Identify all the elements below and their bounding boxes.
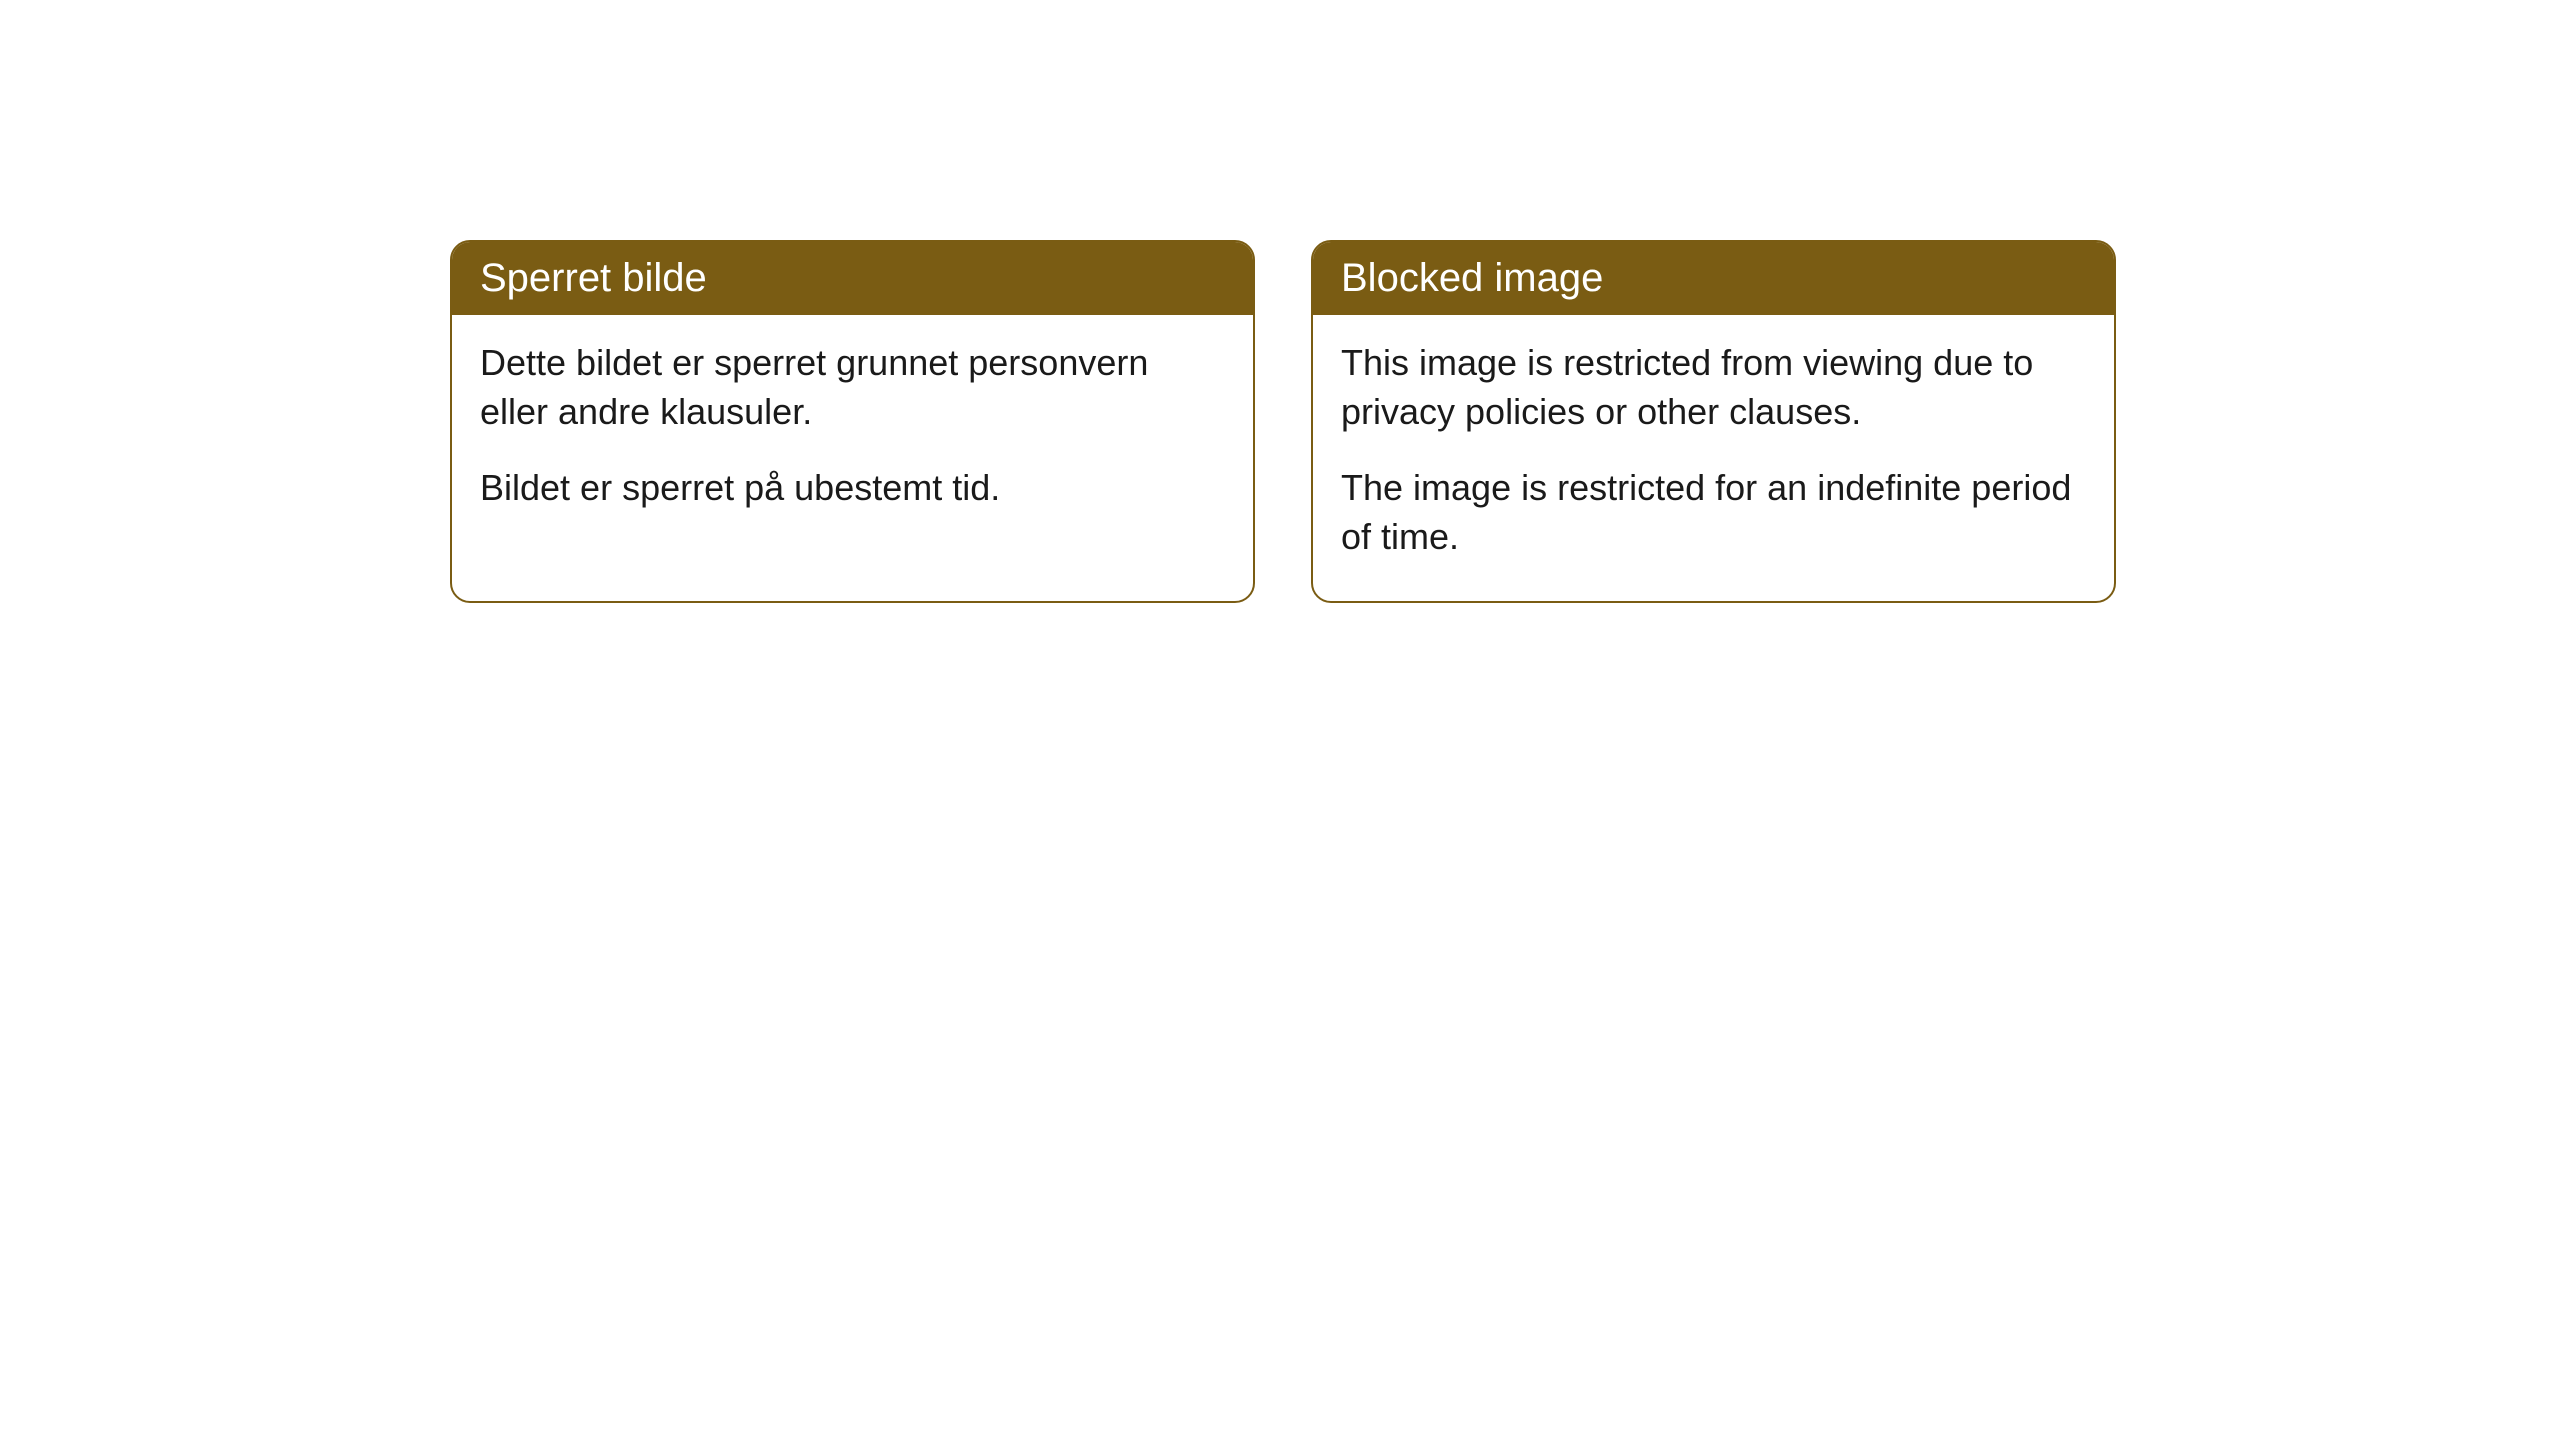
notice-cards-container: Sperret bilde Dette bildet er sperret gr… bbox=[450, 240, 2116, 603]
card-title: Blocked image bbox=[1341, 256, 1603, 300]
card-header-english: Blocked image bbox=[1313, 242, 2114, 315]
card-paragraph: Bildet er sperret på ubestemt tid. bbox=[480, 464, 1225, 513]
card-title: Sperret bilde bbox=[480, 256, 707, 300]
card-body-english: This image is restricted from viewing du… bbox=[1313, 315, 2114, 601]
card-paragraph: This image is restricted from viewing du… bbox=[1341, 339, 2086, 436]
card-header-norwegian: Sperret bilde bbox=[452, 242, 1253, 315]
notice-card-norwegian: Sperret bilde Dette bildet er sperret gr… bbox=[450, 240, 1255, 603]
card-body-norwegian: Dette bildet er sperret grunnet personve… bbox=[452, 315, 1253, 553]
card-paragraph: Dette bildet er sperret grunnet personve… bbox=[480, 339, 1225, 436]
notice-card-english: Blocked image This image is restricted f… bbox=[1311, 240, 2116, 603]
card-paragraph: The image is restricted for an indefinit… bbox=[1341, 464, 2086, 561]
